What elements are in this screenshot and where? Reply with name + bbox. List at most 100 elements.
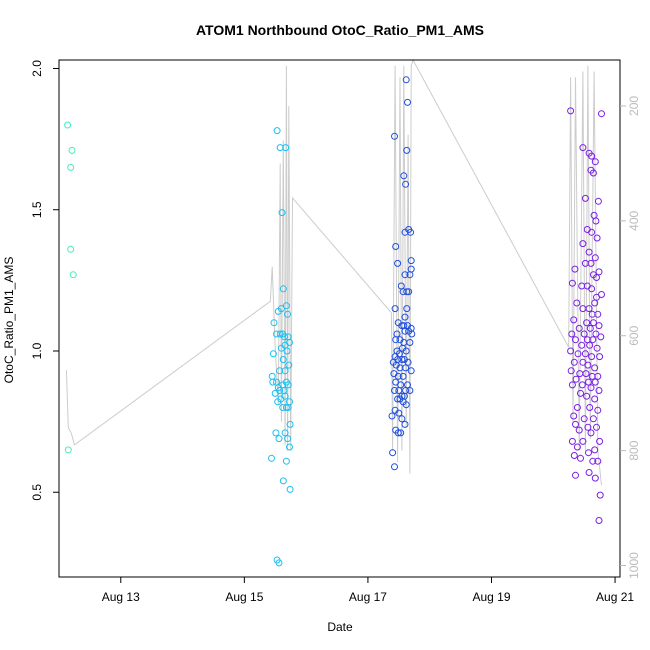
data-point-s3-93 [570,452,578,459]
data-point-s3-81 [589,415,597,423]
data-point-s3-63 [582,370,590,378]
data-point-s2-66 [388,412,396,420]
data-point-s3-39 [595,322,603,330]
data-point-s3-56 [596,353,604,361]
data-point-s1-43 [281,429,289,437]
data-point-s2-28 [401,327,409,335]
data-point-s3-41 [586,324,594,332]
data-point-s3-72 [595,387,603,394]
data-point-s3-37 [583,319,591,327]
data-point-s2-34 [406,339,414,346]
data-point-s2-43 [404,358,412,366]
data-point-s1-47 [268,454,275,462]
data-point-s3-86 [587,429,595,437]
data-point-s3-15 [579,240,587,248]
data-point-s2-3 [403,146,411,154]
data-point-s1-48 [282,457,290,465]
data-point-s3-5 [591,158,599,166]
x-tick-label-0: Aug 13 [102,590,140,604]
data-point-s3-24 [568,279,576,287]
y2-tick-label-3: 800 [627,440,641,460]
data-point-s3-49 [578,341,586,349]
data-point-s3-57 [570,358,578,366]
data-point-s3-99 [591,474,599,482]
x-tick-label-3: Aug 19 [472,590,510,604]
data-point-s1-40 [282,404,290,411]
y2-tick-label-2: 600 [627,325,641,345]
data-point-s2-48 [407,367,415,375]
data-point-s2-56 [395,387,403,394]
data-point-s2-72 [397,429,405,437]
data-point-s1-9 [284,310,292,318]
data-point-s3-96 [594,457,602,465]
data-point-s1-20 [279,356,287,363]
data-point-s3-40 [575,324,583,332]
data-point-s2-1 [404,98,411,106]
data-point-s3-51 [593,344,601,352]
data-point-s3-53 [574,350,582,358]
chart-title: ATOM1 Northbound OtoC_Ratio_PM1_AMS [196,22,484,38]
data-point-s3-30 [573,299,581,307]
y-tick-label-2: 1.5 [30,201,44,218]
data-point-s3-84 [593,423,600,431]
data-point-s3-90 [573,443,581,451]
data-point-s2-37 [402,347,410,355]
data-point-s3-65 [594,372,602,380]
data-point-s3-38 [589,319,597,327]
data-point-s2-58 [406,387,414,394]
data-point-s3-60 [591,364,599,372]
data-point-s3-85 [575,426,583,434]
data-point-s3-35 [594,310,602,318]
data-point-s0-1 [67,163,75,171]
data-point-s2-19 [391,305,399,313]
data-point-s3-42 [568,330,576,338]
data-point-s3-33 [585,305,593,313]
data-point-s3-31 [591,299,599,307]
data-point-s3-18 [571,265,579,273]
data-point-s1-4 [279,285,287,293]
x-axis-label: Date [327,620,353,634]
data-point-s3-82 [572,420,579,428]
data-point-s3-21 [595,268,603,276]
data-point-s3-16 [585,248,593,256]
data-point-s2-5 [402,180,410,188]
data-point-s3-9 [594,197,602,205]
data-point-s3-67 [585,378,592,386]
data-point-s3-20 [587,259,595,267]
data-point-s2-21 [401,313,409,321]
data-point-s3-27 [588,285,596,293]
data-point-s2-47 [402,364,410,372]
data-point-s3-83 [584,423,592,431]
data-point-s3-69 [568,381,576,389]
data-point-s3-91 [585,449,592,457]
data-point-s0-4 [69,271,77,279]
data-point-s3-98 [585,469,593,476]
data-point-s3-59 [584,361,592,369]
data-point-s1-42 [272,429,280,437]
data-point-s2-50 [394,372,402,380]
data-point-s3-76 [573,404,581,411]
data-point-s1-2 [282,144,290,152]
data-point-s3-17 [591,254,599,262]
data-point-s1-19 [269,350,277,358]
y-axis-label: OtoC_Ratio_PM1_AMS [2,257,16,384]
data-point-s2-64 [402,401,410,409]
data-point-s3-71 [587,384,595,392]
data-point-s3-13 [588,228,596,236]
data-point-s1-0 [273,127,281,135]
data-point-s1-24 [268,372,276,380]
data-point-s1-46 [286,443,293,451]
y-tick-label-3: 2.0 [30,60,44,77]
data-point-s2-14 [406,271,414,279]
data-point-s2-0 [402,76,410,84]
data-point-s1-6 [274,307,282,315]
x-tick-label-2: Aug 17 [349,590,387,604]
data-point-s1-30 [284,381,292,389]
data-point-s3-66 [572,375,580,383]
data-point-s3-100 [596,491,604,499]
data-point-s2-41 [398,356,406,363]
data-point-s3-95 [589,457,597,465]
data-point-s3-52 [567,347,575,355]
data-point-s3-4 [588,152,596,160]
data-point-s3-10 [590,211,598,219]
